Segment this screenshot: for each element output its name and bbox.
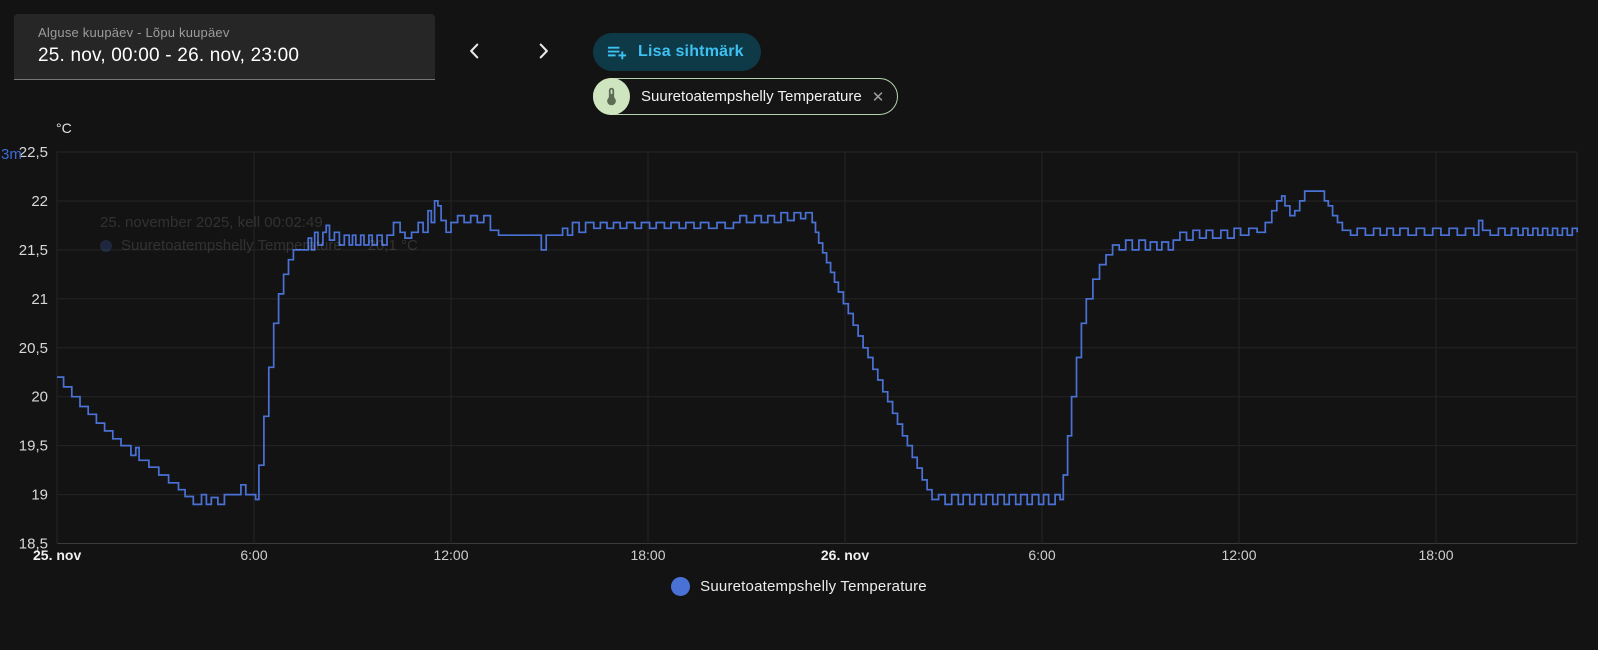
thermometer-icon [607,87,616,106]
entity-avatar [593,78,630,115]
y-tick-label: 18,5 [19,536,48,553]
x-tick-label: 18:00 [630,547,665,563]
x-tick-label: 26. nov [821,547,869,563]
y-tick-label: 20,5 [19,340,48,357]
x-tick-label: 12:00 [433,547,468,563]
legend-item[interactable]: Suuretoatempshelly Temperature [671,577,927,596]
add-target-button[interactable]: Lisa sihtmärk [593,33,761,71]
x-tick-label: 6:00 [240,547,267,563]
entity-chip[interactable]: Suuretoatempshelly Temperature ✕ [593,78,899,115]
y-tick-label: 20 [31,389,48,406]
y-tick-label: 19 [31,487,48,504]
y-tick-label: 21,5 [19,242,48,259]
chevron-left-icon [470,43,479,59]
x-tick-label: 12:00 [1221,547,1256,563]
y-tick-label: 21 [31,291,48,308]
legend-series-dot [671,577,691,596]
date-range-picker[interactable]: Alguse kuupäev - Lõpu kuupäev 25. nov, 0… [14,14,435,80]
y-tick-label: 22,5 [19,144,48,161]
entity-chip-label: Suuretoatempshelly Temperature [641,88,862,105]
x-tick-label: 6:00 [1028,547,1055,563]
chip-close-icon[interactable]: ✕ [871,88,885,106]
chart-legend: Suuretoatempshelly Temperature [0,577,1598,596]
add-target-label: Lisa sihtmärk [638,43,744,60]
x-tick-label: 18:00 [1418,547,1453,563]
x-tick-label: 25. nov [33,547,81,563]
legend-series-label: Suuretoatempshelly Temperature [700,578,927,595]
y-tick-label: 19,5 [19,438,48,455]
series-line [57,190,1579,506]
axis-overlay-text: 3m [1,146,22,163]
next-period-button[interactable] [523,31,563,71]
y-tick-label: 22 [31,193,48,210]
date-range-value: 25. nov, 00:00 - 26. nov, 23:00 [38,45,300,66]
y-axis-unit-label: °C [56,120,72,136]
playlist-plus-icon [607,46,627,59]
previous-period-button[interactable] [455,31,495,71]
date-range-label: Alguse kuupäev - Lõpu kuupäev [38,25,230,40]
chevron-right-icon [539,43,548,59]
